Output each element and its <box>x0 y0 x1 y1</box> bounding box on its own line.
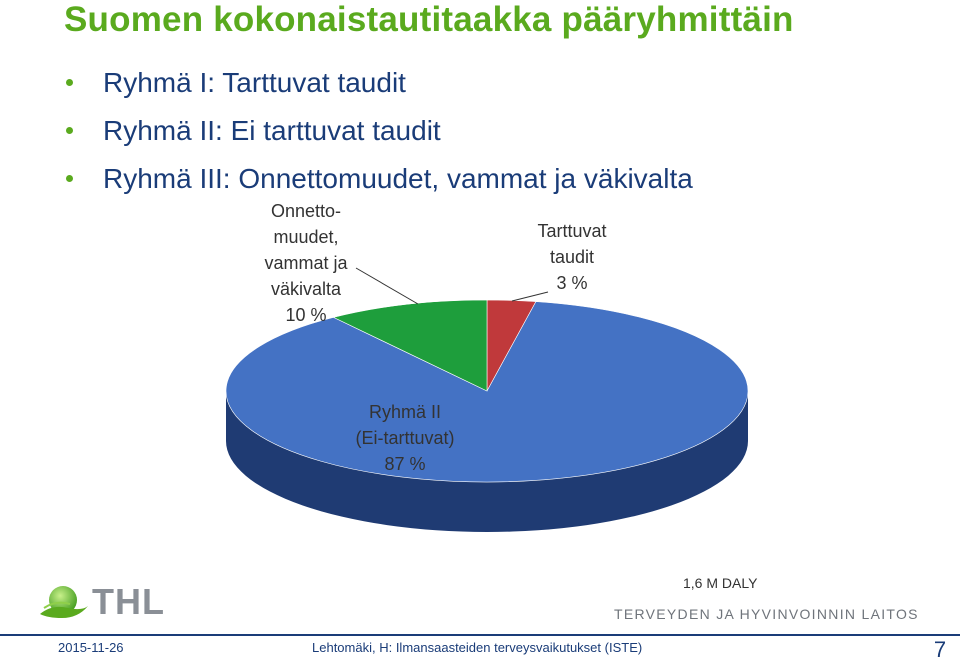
institute-name: TERVEYDEN JA HYVINVOINNIN LAITOS <box>614 606 919 622</box>
label-leader-line <box>355 267 419 305</box>
bullet-text: Ryhmä III: Onnettomuudet, vammat ja väki… <box>103 163 693 194</box>
page-number: 7 <box>933 637 947 662</box>
pie-slice-side <box>226 391 748 532</box>
bullet-item: Ryhmä II: Ei tarttuvat taudit <box>66 114 693 162</box>
slice-label: Onnetto-muudet, vammat ja väkivalta 10 % <box>264 201 348 325</box>
slice-label: Ryhmä II (Ei-tarttuvat) 87 % <box>355 402 454 474</box>
bullet-list: Ryhmä I: Tarttuvat taudit Ryhmä II: Ei t… <box>66 66 693 210</box>
footer-text: Lehtomäki, H: Ilmansaasteiden terveysvai… <box>312 640 643 655</box>
bullet-text: Ryhmä I: Tarttuvat taudit <box>103 67 406 98</box>
bullet-dot-icon <box>66 127 73 134</box>
logo-text: THL <box>92 581 165 622</box>
bullet-dot-icon <box>66 175 73 182</box>
thl-leaf-logo-icon <box>40 586 88 618</box>
footer-date: 2015-11-26 <box>58 640 124 655</box>
pie-slice <box>225 301 749 483</box>
bullet-item: Ryhmä III: Onnettomuudet, vammat ja väki… <box>66 162 693 210</box>
pie-slice <box>332 299 488 392</box>
footer-bar <box>0 634 960 666</box>
slice-label: Tarttuvat taudit 3 % <box>537 221 606 293</box>
bullet-item: Ryhmä I: Tarttuvat taudit <box>66 66 693 114</box>
bullet-dot-icon <box>66 79 73 86</box>
slide-title: Suomen kokonaistautitaakka pääryhmittäin <box>64 0 794 39</box>
daly-annotation: 1,6 M DALY <box>683 575 758 591</box>
bullet-text: Ryhmä II: Ei tarttuvat taudit <box>103 115 441 146</box>
label-leader-line <box>511 291 549 302</box>
